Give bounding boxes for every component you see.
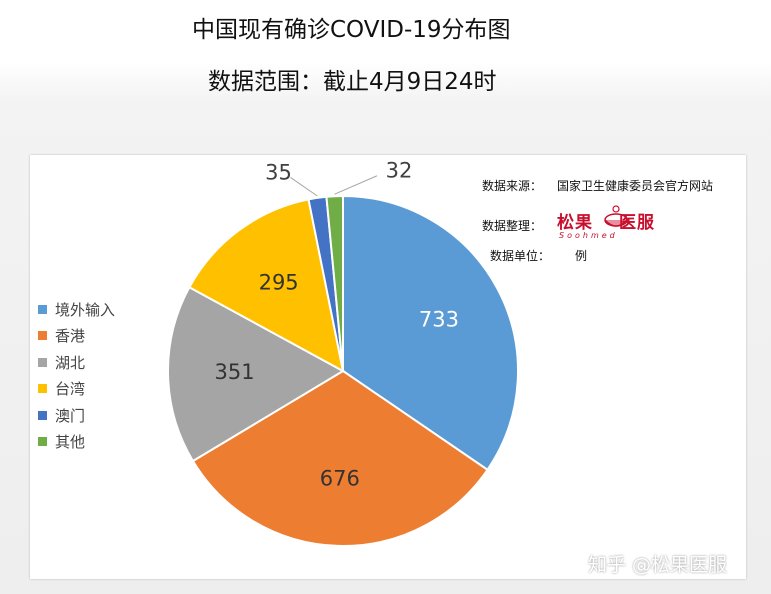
legend-item-0: 境外输入	[38, 296, 158, 323]
source-value: 国家卫生健康委员会官方网站	[557, 179, 714, 193]
legend-label: 台湾	[55, 380, 86, 399]
legend-label: 香港	[55, 327, 86, 346]
unit-value: 例	[575, 249, 588, 263]
source-label: 数据来源：	[482, 179, 543, 193]
leader-line-5	[334, 175, 378, 195]
data-label-2: 351	[214, 360, 254, 384]
chart-title: 中国现有确诊COVID-19分布图	[192, 17, 511, 43]
legend-item-3: 台湾	[38, 376, 158, 403]
chart-legend: 境外输入香港湖北台湾澳门其他	[38, 296, 158, 455]
legend-swatch	[38, 410, 47, 420]
pie-slice-3	[187, 198, 345, 373]
legend-item-1: 香港	[38, 323, 158, 350]
data-label-5: 32	[386, 159, 413, 183]
legend-swatch	[38, 304, 47, 314]
legend-label: 湖北	[55, 353, 86, 372]
legend-label: 境外输入	[55, 300, 116, 319]
legend-label: 澳门	[55, 406, 86, 425]
compiler-label: 数据整理：	[482, 219, 543, 233]
data-label-4: 35	[265, 160, 292, 184]
logo-subtext: Soohmed	[559, 231, 618, 240]
legend-item-4: 澳门	[38, 402, 158, 429]
legend-item-2: 湖北	[38, 349, 158, 376]
pie-slice-0	[342, 194, 519, 472]
legend-label: 其他	[55, 433, 86, 452]
data-label-0: 733	[419, 307, 459, 331]
leader-line-4	[290, 177, 318, 197]
watermark: 知乎 @松果医服	[588, 554, 728, 576]
chart-subtitle: 数据范围：截止4月9日24时	[208, 69, 497, 95]
brand-logo: 松果 医服 Soohmed	[557, 202, 669, 244]
legend-item-5: 其他	[38, 429, 158, 456]
pie-slice-5	[325, 194, 344, 372]
legend-swatch	[38, 437, 47, 447]
pie-slice-1	[191, 369, 489, 547]
legend-swatch	[38, 331, 47, 341]
legend-swatch	[38, 384, 47, 394]
legend-swatch	[38, 357, 47, 367]
logo-text: 松果 医服	[557, 213, 655, 233]
data-label-3: 295	[259, 271, 299, 295]
unit-label: 数据单位：	[490, 249, 551, 263]
pot-icon	[604, 205, 628, 227]
data-label-1: 676	[320, 466, 360, 490]
pie-slice-2	[167, 285, 346, 463]
